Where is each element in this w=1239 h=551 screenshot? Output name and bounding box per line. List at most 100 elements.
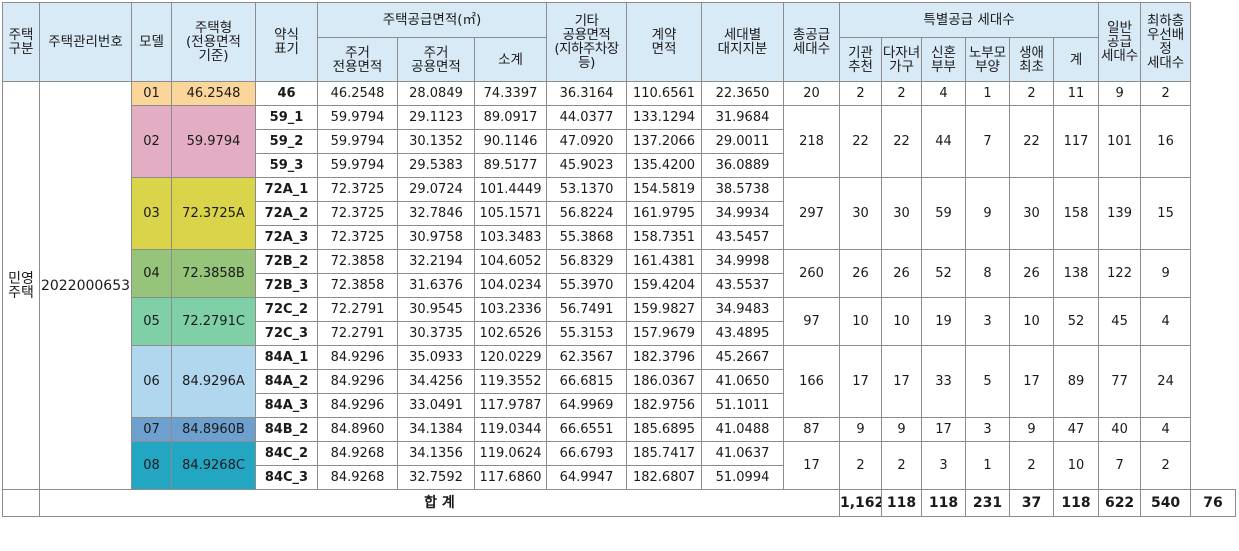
subtotal-cell: 104.6052 <box>474 249 547 274</box>
table-row: 84A_3 84.9296 33.0491 117.9787 64.9969 182.97… <box>3 393 1236 418</box>
newlywed-cell: 44 <box>921 105 966 178</box>
other-common-cell: 56.7491 <box>546 297 627 322</box>
land-share-cell: 43.5537 <box>701 273 784 298</box>
col-subtotal-header: 소계 <box>474 37 547 82</box>
total-supply-cell: 297 <box>783 177 840 250</box>
housing-supply-table: 주택 구분 주택관리번호 모델 주택형 (전용면적 기준) 약식 표기 주택공급… <box>2 2 1236 517</box>
col-elderly-parent-header: 노부모 부양 <box>965 37 1010 82</box>
general-supply-cell: 101 <box>1098 105 1142 178</box>
subtotal-cell: 120.0229 <box>474 345 547 370</box>
table-row: 02 59.9794 59_1 59.9794 29.1123 89.0917 44.037… <box>3 105 1236 178</box>
newlywed-cell: 17 <box>921 417 966 442</box>
subtotal-cell: 117.9787 <box>474 393 547 418</box>
first-life-cell: 22 <box>1009 105 1054 178</box>
first-life-cell: 2 <box>1009 441 1054 490</box>
common-area-cell: 33.0491 <box>397 393 475 418</box>
institution-cell: 17 <box>839 345 882 418</box>
table-row: 72A_3 72.3725 30.9758 103.3483 55.3868 158.73… <box>3 225 1236 250</box>
lowest-floor-cell: 2 <box>1140 441 1192 490</box>
table-header: 주택 구분 주택관리번호 모델 주택형 (전용면적 기준) 약식 표기 주택공급… <box>2 2 1236 82</box>
land-share-cell: 22.3650 <box>701 81 784 106</box>
table-row: 06 84.9296A 84A_1 84.9296 35.0933 120.0229 62.… <box>3 345 1236 418</box>
contract-area-cell: 186.0367 <box>626 369 702 394</box>
first-life-cell: 26 <box>1009 249 1054 298</box>
col-residential-common-header: 주거 공용면적 <box>397 37 475 82</box>
other-common-cell: 55.3868 <box>546 225 627 250</box>
exclusive-area-cell: 84.8960 <box>317 417 398 442</box>
exclusive-area-cell: 72.2791 <box>317 297 398 322</box>
other-common-cell: 36.3164 <box>546 81 627 106</box>
special-total-cell: 10 <box>1052 441 1100 490</box>
general-supply-cell: 45 <box>1098 297 1142 346</box>
multi-child-cell: 17 <box>881 345 922 418</box>
multi-child-cell: 9 <box>881 417 922 442</box>
abbr-cell: 72B_3 <box>255 273 318 298</box>
multi-child-cell: 10 <box>881 297 922 346</box>
housing-type-cell: 72.2791C <box>171 297 256 346</box>
other-common-cell: 56.8329 <box>546 249 627 274</box>
total-supply-cell: 218 <box>783 105 840 178</box>
table-row: 08 84.9268C 84C_2 84.9268 34.1356 119.0624 66.… <box>3 441 1236 490</box>
other-common-cell: 55.3970 <box>546 273 627 298</box>
abbr-cell: 72A_1 <box>255 177 318 202</box>
exclusive-area-cell: 84.9296 <box>317 345 398 370</box>
model-cell: 08 <box>131 441 172 490</box>
col-housing-type-header: 주택형 (전용면적 기준) <box>171 2 256 82</box>
contract-area-cell: 182.6807 <box>626 465 702 490</box>
contract-area-cell: 161.4381 <box>626 249 702 274</box>
abbr-cell: 84B_2 <box>255 417 318 442</box>
lowest-floor-cell: 24 <box>1140 345 1192 418</box>
table-row: 84A_2 84.9296 34.4256 119.3552 66.6815 186.03… <box>3 369 1236 394</box>
col-supply-area-header: 주택공급면적(㎡) <box>317 2 547 38</box>
contract-area-cell: 159.4204 <box>626 273 702 298</box>
col-residential-exclusive-header: 주거 전용면적 <box>317 37 398 82</box>
exclusive-area-cell: 59.9794 <box>317 153 398 178</box>
newlywed-cell: 19 <box>921 297 966 346</box>
col-land-share-header: 세대별 대지지분 <box>701 2 784 82</box>
contract-area-cell: 135.4200 <box>626 153 702 178</box>
exclusive-area-cell: 72.3858 <box>317 273 398 298</box>
col-special-total-header: 계 <box>1052 37 1100 82</box>
elderly-parent-cell: 9 <box>965 177 1010 250</box>
other-common-cell: 45.9023 <box>546 153 627 178</box>
common-area-cell: 30.1352 <box>397 129 475 154</box>
contract-area-cell: 185.6895 <box>626 417 702 442</box>
elderly-parent-cell: 3 <box>965 417 1010 442</box>
special-total-cell: 89 <box>1052 345 1100 418</box>
lowest-floor-cell: 15 <box>1140 177 1192 250</box>
multi-child-cell: 30 <box>881 177 922 250</box>
contract-area-cell: 133.1294 <box>626 105 702 130</box>
land-share-cell: 51.0994 <box>701 465 784 490</box>
exclusive-area-cell: 84.9296 <box>317 393 398 418</box>
total-lowest-floor-cell: 76 <box>1190 489 1236 517</box>
table-row: 05 72.2791C 72C_2 72.2791 30.9545 103.2336 56.… <box>3 297 1236 346</box>
subtotal-cell: 119.3552 <box>474 369 547 394</box>
other-common-cell: 66.6551 <box>546 417 627 442</box>
general-supply-cell: 139 <box>1098 177 1142 250</box>
model-cell: 03 <box>131 177 172 250</box>
abbr-cell: 72C_3 <box>255 321 318 346</box>
lowest-floor-cell: 4 <box>1140 417 1192 442</box>
general-supply-cell: 122 <box>1098 249 1142 298</box>
other-common-cell: 64.9969 <box>546 393 627 418</box>
contract-area-cell: 154.5819 <box>626 177 702 202</box>
elderly-parent-cell: 1 <box>965 81 1010 106</box>
table-row: 59_2 59.9794 30.1352 90.1146 47.0920 137.2066… <box>3 129 1236 154</box>
first-life-cell: 17 <box>1009 345 1054 418</box>
total-total-supply-cell: 1,162 <box>839 489 882 517</box>
housing-type-cell: 72.3858B <box>171 249 256 298</box>
subtotal-cell: 105.1571 <box>474 201 547 226</box>
special-total-cell: 11 <box>1052 81 1100 106</box>
general-supply-cell: 7 <box>1098 441 1142 490</box>
common-area-cell: 29.0724 <box>397 177 475 202</box>
land-share-cell: 31.9684 <box>701 105 784 130</box>
multi-child-cell: 22 <box>881 105 922 178</box>
land-share-cell: 34.9998 <box>701 249 784 274</box>
subtotal-cell: 103.2336 <box>474 297 547 322</box>
general-supply-cell: 40 <box>1098 417 1142 442</box>
model-cell: 02 <box>131 105 172 178</box>
common-area-cell: 30.9758 <box>397 225 475 250</box>
subtotal-cell: 89.0917 <box>474 105 547 130</box>
common-area-cell: 29.1123 <box>397 105 475 130</box>
contract-area-cell: 182.9756 <box>626 393 702 418</box>
